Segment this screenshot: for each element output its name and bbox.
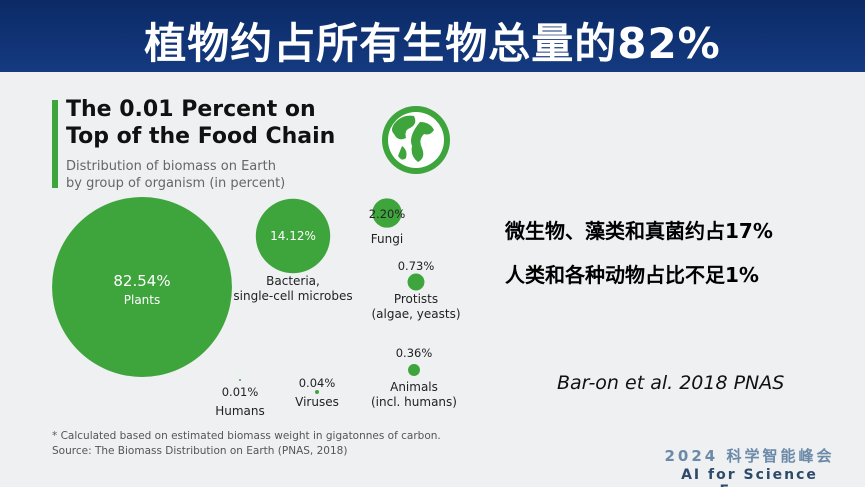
chart-title: The 0.01 Percent on Top of the Food Chai…	[66, 97, 336, 149]
side-note: 人类和各种动物占比不足1%	[505, 263, 759, 287]
value-label: 2.20%	[368, 207, 406, 221]
citation: Bar-on et al. 2018 PNAS	[557, 372, 785, 394]
forum-year: 2024 科学智能峰会	[664, 447, 835, 465]
value-label: 0.36%	[395, 346, 433, 360]
bubble	[372, 198, 402, 228]
category-label: Protists (algae, yeasts)	[371, 292, 461, 321]
chart-subtitle: Distribution of biomass on Earth by grou…	[66, 159, 286, 191]
banner-title: 植物约占所有生物总量的82%	[144, 19, 721, 68]
footnote: Source: The Biomass Distribution on Eart…	[52, 445, 348, 457]
bubble	[239, 379, 241, 381]
accent-bar	[52, 100, 58, 188]
value-label: 0.01%	[221, 385, 259, 399]
bubble	[407, 273, 425, 291]
category-label: Plants	[123, 293, 161, 307]
bubble	[255, 198, 331, 274]
category-label: Animals (incl. humans)	[371, 380, 457, 409]
footnote: * Calculated based on estimated biomass …	[52, 430, 441, 442]
value-label: 14.12%	[270, 229, 316, 243]
category-label: Humans	[215, 404, 265, 418]
bubble	[408, 364, 420, 376]
globe-icon	[382, 106, 450, 174]
category-label: Bacteria, single-cell microbes	[233, 274, 353, 303]
value-label: 82.54%	[113, 272, 171, 290]
category-label: Fungi	[370, 232, 404, 246]
value-label: 0.04%	[298, 376, 336, 390]
side-note: 微生物、藻类和真菌约占17%	[505, 219, 773, 243]
bubble	[52, 197, 232, 377]
category-label: Viruses	[295, 395, 339, 409]
value-label: 0.73%	[397, 259, 435, 273]
bubble	[315, 390, 319, 394]
forum-name: AI for Science Forum	[681, 467, 818, 487]
banner: 植物约占所有生物总量的82%	[0, 0, 865, 72]
